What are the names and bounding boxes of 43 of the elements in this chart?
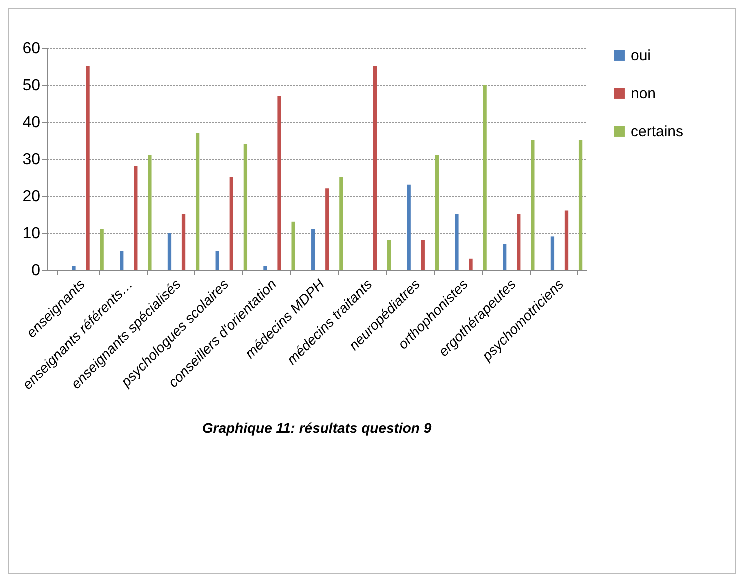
bar — [564, 210, 569, 270]
bar — [387, 240, 392, 270]
bar — [100, 229, 104, 270]
y-tick-label: 20 — [22, 188, 41, 206]
text: Graphique 11: résultats question 9 — [202, 420, 432, 436]
bar — [72, 266, 76, 270]
bar — [469, 258, 473, 270]
bar — [517, 214, 521, 270]
y-tick-label: 0 — [32, 262, 41, 280]
bar — [531, 140, 535, 270]
bar — [196, 133, 200, 270]
bar — [278, 96, 282, 270]
legend-label: certains — [631, 124, 684, 140]
bar — [326, 188, 330, 270]
bar — [483, 85, 487, 270]
bar — [373, 66, 378, 270]
bar — [292, 222, 296, 270]
bar — [312, 229, 316, 270]
y-tick-label: 10 — [22, 226, 41, 242]
bar — [244, 144, 248, 270]
legend-label: oui — [631, 48, 652, 64]
bar — [407, 184, 411, 270]
bar — [134, 166, 138, 270]
bar — [264, 266, 268, 270]
bar — [230, 178, 234, 270]
bar — [182, 214, 186, 270]
bar — [120, 252, 124, 270]
y-tick-label: 60 — [22, 40, 41, 58]
bar — [340, 178, 344, 270]
bar — [86, 66, 90, 270]
bar — [168, 233, 172, 270]
y-tick-label: 40 — [22, 114, 41, 132]
bar — [455, 214, 459, 270]
legend-label: non — [631, 86, 656, 102]
bar — [578, 140, 583, 270]
bar — [148, 155, 152, 270]
bar — [503, 244, 507, 270]
y-tick-label: 50 — [22, 78, 41, 94]
bar — [421, 240, 425, 270]
bar — [216, 252, 220, 270]
bar — [550, 236, 555, 270]
y-tick-label: 30 — [22, 152, 41, 168]
bar — [435, 155, 440, 270]
